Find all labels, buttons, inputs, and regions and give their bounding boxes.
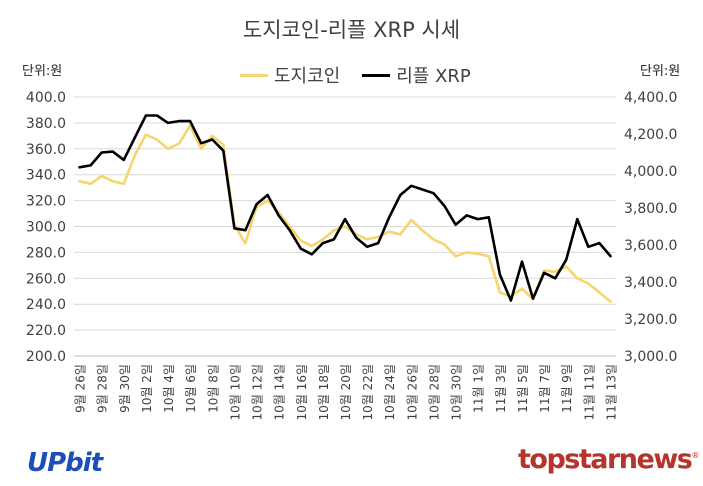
right-tick-label: 3,200.0 [624,312,677,328]
x-tick-label: 10월 8일 [206,364,220,413]
right-tick-label: 4,200.0 [624,127,677,143]
legend-item-xrp: 리플 XRP [362,62,471,88]
left-tick-label: 380.0 [26,116,66,132]
x-tick-label: 9월 30일 [118,364,132,413]
x-tick-label: 10월 14일 [273,364,287,420]
right-tick-label: 3,800.0 [624,201,677,217]
left-tick-label: 340.0 [26,168,66,184]
x-tick-label: 11월 1일 [472,364,486,413]
x-tick-label: 9월 28일 [96,364,110,413]
series-line-xrp [78,114,612,302]
x-tick-label: 9월 26일 [74,364,88,413]
topstarnews-logo-mark: ® [691,451,699,460]
x-tick-label: 11월 11일 [582,364,596,420]
left-tick-label: 400.0 [26,90,66,106]
right-tick-label: 3,600.0 [624,238,677,254]
x-tick-label: 10월 28일 [427,364,441,420]
x-tick-label: 10월 4일 [162,364,176,413]
x-tick-label: 10월 22일 [361,364,375,420]
left-tick-label: 200.0 [26,349,66,365]
x-tick-label: 10월 12일 [251,364,265,420]
legend-swatch-xrp [362,73,391,77]
topstarnews-logo: topstarnews® [518,444,699,475]
left-tick-label: 300.0 [26,220,66,236]
left-axis-unit: 단위:원 [22,64,63,79]
x-tick-label: 10월 6일 [184,364,198,413]
legend: 도지코인 리플 XRP [240,62,493,88]
right-axis-unit: 단위:원 [640,64,681,79]
left-tick-label: 280.0 [26,245,66,261]
x-tick-label: 10월 16일 [295,364,309,420]
x-tick-label: 11월 9일 [560,364,574,413]
upbit-logo: UPbit [27,448,103,478]
chart-title: 도지코인-리플 XRP 시세 [242,18,461,42]
right-tick-label: 4,000.0 [624,164,677,180]
legend-item-doge: 도지코인 [240,62,340,88]
x-tick-label: 10월 18일 [317,364,331,420]
right-tick-label: 4,400.0 [624,90,677,106]
left-tick-label: 240.0 [26,297,66,313]
x-tick-label: 11월 3일 [494,364,508,413]
legend-swatch-doge [240,73,268,77]
left-tick-label: 360.0 [26,142,66,158]
series-line-doge [78,124,612,303]
x-tick-label: 11월 5일 [516,364,530,413]
x-tick-label: 10월 26일 [405,364,419,420]
x-tick-label: 10월 24일 [383,364,397,420]
left-tick-label: 320.0 [26,194,66,210]
x-tick-label: 10월 10일 [228,364,242,420]
legend-label-xrp: 리플 XRP [396,66,471,87]
left-tick-label: 260.0 [26,271,66,287]
topstarnews-logo-text: topstarnews [518,444,693,475]
x-tick-label: 10월 20일 [339,364,353,420]
right-tick-label: 3,400.0 [624,275,677,291]
x-tick-label: 11월 7일 [538,364,552,413]
legend-label-doge: 도지코인 [274,66,341,87]
left-tick-label: 220.0 [26,323,66,339]
x-tick-label: 11월 13일 [604,364,618,420]
x-tick-label: 10월 2일 [140,364,154,413]
right-tick-label: 3,000.0 [624,349,677,365]
x-tick-label: 10월 30일 [450,364,464,420]
